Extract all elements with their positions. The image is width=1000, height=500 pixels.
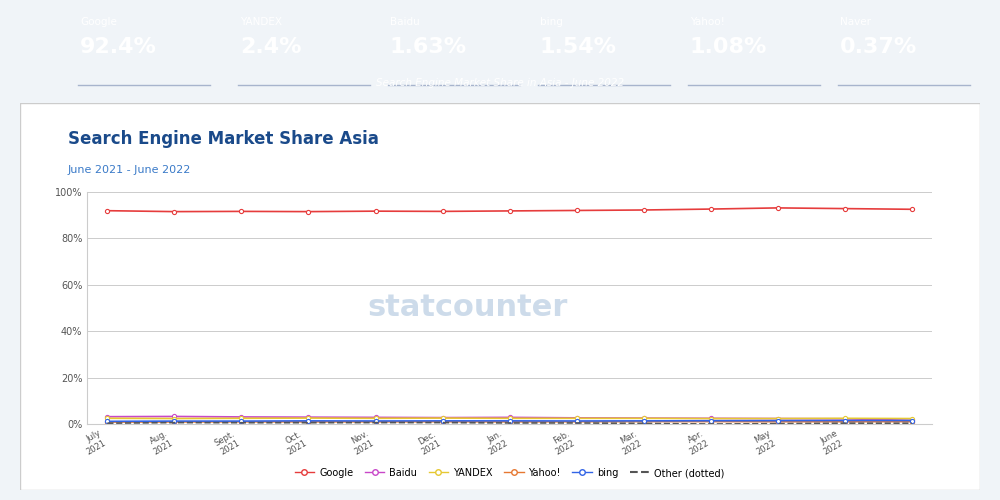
Text: 1.54%: 1.54% bbox=[540, 37, 617, 57]
Text: Baidu: Baidu bbox=[390, 16, 420, 26]
Text: Search Engine Market Share Asia: Search Engine Market Share Asia bbox=[68, 130, 379, 148]
Text: Search Engine Market Share in Asia - June 2022: Search Engine Market Share in Asia - Jun… bbox=[376, 78, 624, 88]
Text: June 2021 - June 2022: June 2021 - June 2022 bbox=[68, 164, 191, 174]
Text: Yahoo!: Yahoo! bbox=[690, 16, 725, 26]
Text: statcounter: statcounter bbox=[367, 294, 568, 322]
Text: YANDEX: YANDEX bbox=[240, 16, 282, 26]
Text: 0.37%: 0.37% bbox=[840, 37, 917, 57]
Text: bing: bing bbox=[540, 16, 563, 26]
Text: 1.08%: 1.08% bbox=[690, 37, 767, 57]
FancyBboxPatch shape bbox=[20, 102, 980, 490]
Text: 92.4%: 92.4% bbox=[80, 37, 157, 57]
Text: Google: Google bbox=[80, 16, 117, 26]
Text: 1.63%: 1.63% bbox=[390, 37, 467, 57]
Text: 2.4%: 2.4% bbox=[240, 37, 302, 57]
Text: Naver: Naver bbox=[840, 16, 871, 26]
Legend: Google, Baidu, YANDEX, Yahoo!, bing, Other (dotted): Google, Baidu, YANDEX, Yahoo!, bing, Oth… bbox=[291, 464, 728, 482]
Text: Edit Chart Data: Edit Chart Data bbox=[815, 151, 905, 161]
